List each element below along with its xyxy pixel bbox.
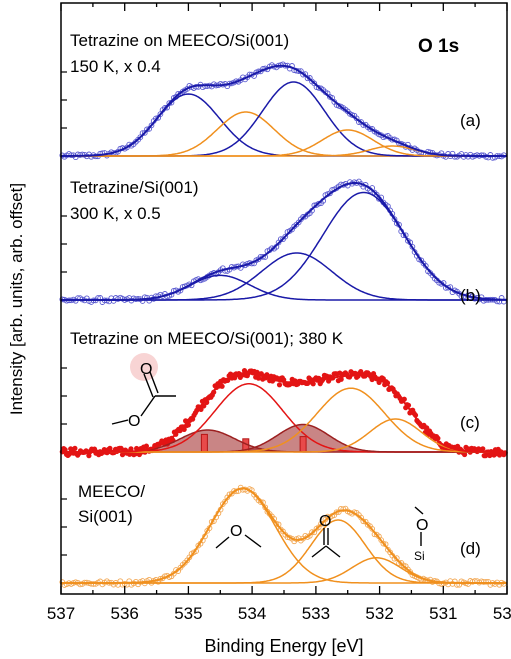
data-points bbox=[59, 61, 507, 161]
panel-c-annotation-line1: Tetrazine on MEECO/Si(001); 380 K bbox=[70, 329, 344, 348]
marker-bar bbox=[299, 436, 307, 453]
x-tick-label: 530 bbox=[493, 604, 511, 623]
panel-d-label: (d) bbox=[460, 539, 481, 558]
plot-frame bbox=[60, 2, 508, 595]
panel-a-annotation-line1: Tetrazine on MEECO/Si(001) bbox=[70, 31, 289, 50]
carbonyl-o-label: O bbox=[140, 361, 152, 378]
data-point bbox=[137, 134, 144, 141]
data-point bbox=[255, 375, 262, 381]
panel-d bbox=[59, 484, 507, 588]
data-point bbox=[143, 443, 149, 449]
component-curve bbox=[61, 252, 507, 301]
data-point bbox=[462, 451, 468, 458]
x-tick-label: 537 bbox=[47, 604, 75, 623]
data-point bbox=[148, 122, 155, 129]
x-tick-label: 533 bbox=[302, 604, 330, 623]
carbonyl-d-o-label: O bbox=[319, 513, 331, 530]
panel-b-annotation-line1: Tetrazine/Si(001) bbox=[70, 178, 199, 197]
panel-b-label: (b) bbox=[460, 286, 481, 305]
y-axis-label: Intensity [arb. units, arb. offset] bbox=[7, 183, 26, 415]
panel-b-annotation-line2: 300 K, x 0.5 bbox=[70, 204, 161, 223]
panel-a-annotation-line2: 150 K, x 0.4 bbox=[70, 57, 161, 76]
data-point bbox=[315, 200, 322, 207]
data-point bbox=[86, 453, 92, 459]
component-fill bbox=[61, 424, 507, 452]
data-point bbox=[422, 263, 429, 269]
data-point bbox=[340, 506, 347, 512]
panel-b bbox=[59, 178, 507, 305]
component-curve bbox=[61, 487, 507, 584]
data-point bbox=[480, 446, 486, 452]
data-point bbox=[310, 381, 316, 387]
data-point bbox=[241, 368, 248, 374]
siloxy-molecule-icon: O Si bbox=[414, 506, 428, 563]
data-point bbox=[276, 382, 283, 388]
data-point bbox=[338, 376, 344, 382]
panel-d-annotation-line2: Si(001) bbox=[78, 507, 133, 526]
data-point bbox=[315, 85, 322, 91]
x-tick-label: 534 bbox=[238, 604, 266, 623]
carbonyl-molecule-icon: O bbox=[311, 513, 341, 558]
panel-d-annotation-line1: MEECO/ bbox=[78, 482, 145, 501]
panel-c-label: (c) bbox=[460, 413, 480, 432]
data-point bbox=[369, 526, 376, 532]
panel-a-label: (a) bbox=[460, 111, 481, 130]
ether-o-label: O bbox=[230, 523, 242, 540]
data-point bbox=[295, 68, 302, 74]
x-tick-label: 535 bbox=[174, 604, 202, 623]
x-tick-label: 532 bbox=[365, 604, 393, 623]
data-point bbox=[72, 445, 78, 451]
data-point bbox=[128, 446, 134, 452]
ester-molecule-icon: O O bbox=[111, 353, 176, 430]
ether-molecule-icon: O bbox=[215, 523, 262, 549]
envelope-curve bbox=[61, 372, 507, 453]
data-point bbox=[282, 233, 289, 240]
panel-c bbox=[59, 367, 508, 459]
marker-bar bbox=[200, 433, 208, 453]
panel-a bbox=[59, 61, 507, 161]
data-point bbox=[483, 578, 489, 585]
envelope-curve bbox=[61, 487, 507, 584]
data-point bbox=[318, 521, 324, 527]
x-axis-label: Binding Energy [eV] bbox=[204, 636, 363, 656]
spectra-panels bbox=[59, 61, 508, 588]
x-tick-label: 536 bbox=[111, 604, 139, 623]
envelope-curve bbox=[61, 64, 507, 157]
x-axis: 537 536 535 534 533 532 531 530 bbox=[47, 3, 511, 623]
x-tick-label: 531 bbox=[429, 604, 457, 623]
data-point bbox=[134, 445, 140, 452]
chart-title: O 1s bbox=[418, 36, 459, 57]
envelope-curve bbox=[61, 182, 507, 301]
ester-o-label: O bbox=[128, 413, 140, 430]
siloxy-o-label: O bbox=[416, 517, 428, 534]
si-label: Si bbox=[414, 549, 425, 563]
data-point bbox=[260, 254, 266, 260]
